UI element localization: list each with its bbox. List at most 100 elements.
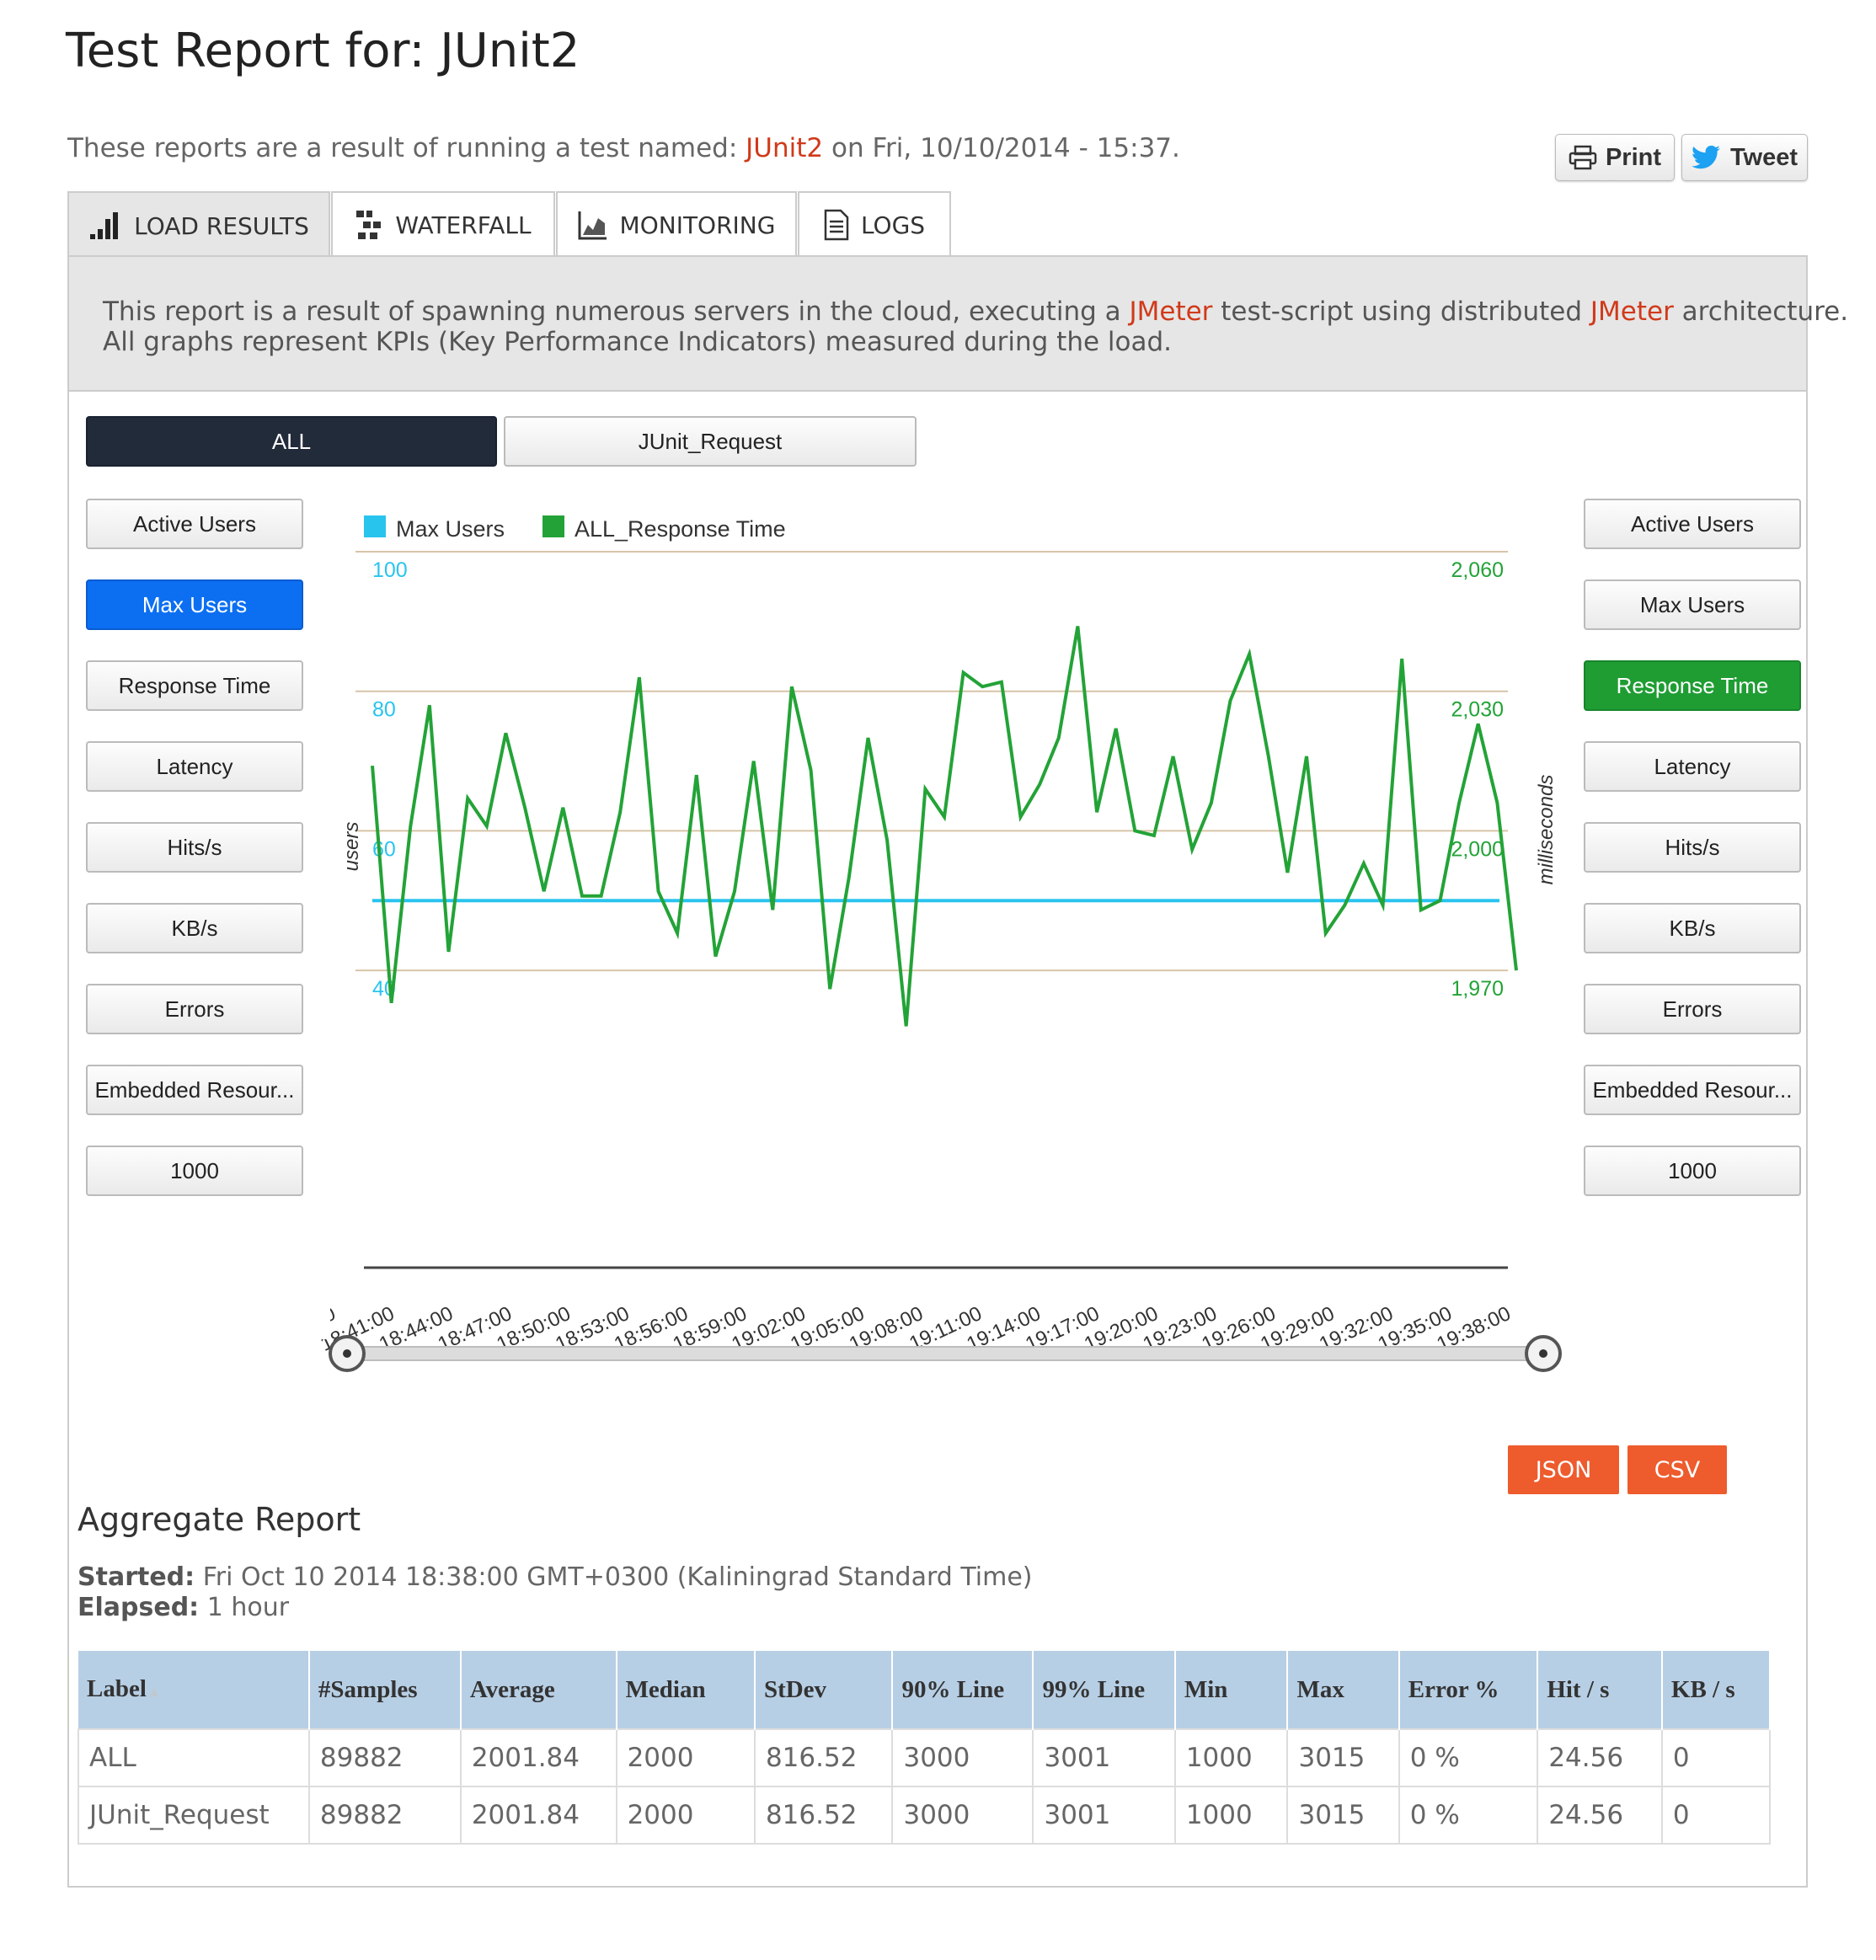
test-name-link[interactable]: JUnit2 bbox=[746, 133, 824, 163]
table-cell: 1000 bbox=[1173, 1728, 1289, 1787]
column-header[interactable]: Min bbox=[1174, 1651, 1289, 1729]
column-header[interactable]: Median bbox=[616, 1651, 756, 1729]
left-metric-latency[interactable]: Latency bbox=[86, 741, 303, 792]
table-row: ALL 89882 2001.84 2000 816.52 3000 3001 1000 301… bbox=[77, 1728, 1772, 1787]
table-cell: 89882 bbox=[307, 1786, 462, 1845]
table-cell: 0 % bbox=[1398, 1786, 1539, 1845]
legend-swatch-response-time bbox=[542, 515, 564, 537]
column-header[interactable]: KB / s bbox=[1661, 1651, 1772, 1729]
tab-logs[interactable]: LOGS bbox=[798, 191, 951, 257]
series-line-response-time[interactable] bbox=[371, 626, 1518, 1027]
tab-load-results[interactable]: LOAD RESULTS bbox=[67, 191, 330, 259]
column-header[interactable]: 90% Line bbox=[892, 1651, 1034, 1729]
right-metric-max-users[interactable]: Max Users bbox=[1584, 579, 1801, 630]
elapsed-value: 1 hour bbox=[206, 1593, 290, 1622]
right-axis-label: milliseconds bbox=[1535, 775, 1558, 885]
info-text: This report is a result of spawning nume… bbox=[103, 296, 1848, 357]
left-metric-1000[interactable]: 1000 bbox=[86, 1146, 303, 1196]
export-csv-button[interactable]: CSV bbox=[1627, 1445, 1727, 1494]
right-metric-hits[interactable]: Hits/s bbox=[1584, 822, 1801, 873]
time-range-slider[interactable] bbox=[329, 1335, 1562, 1372]
tab-label: WATERFALL bbox=[395, 211, 532, 239]
table-cell: 2000 bbox=[615, 1728, 756, 1787]
right-metric-kbs[interactable]: KB/s bbox=[1584, 903, 1801, 953]
chart-series bbox=[371, 626, 1518, 1027]
left-metric-active-users[interactable]: Active Users bbox=[86, 499, 303, 549]
tab-monitoring[interactable]: MONITORING bbox=[556, 191, 797, 257]
elapsed-line: Elapsed: 1 hour bbox=[77, 1593, 289, 1622]
right-metric-errors[interactable]: Errors bbox=[1584, 984, 1801, 1034]
table-cell: 24.56 bbox=[1537, 1728, 1663, 1787]
column-header[interactable]: Error % bbox=[1398, 1651, 1539, 1729]
printer-icon bbox=[1569, 145, 1597, 170]
left-axis-label: users bbox=[340, 822, 363, 872]
column-header[interactable]: Label ▴ bbox=[78, 1651, 310, 1729]
page-title: Test Report for: JUnit2 bbox=[66, 24, 580, 78]
right-tick-label: 2,000 bbox=[1451, 837, 1504, 861]
report-panel bbox=[67, 255, 1808, 1888]
chart-gridlines bbox=[355, 551, 1508, 972]
aggregate-report-title: Aggregate Report bbox=[77, 1501, 361, 1538]
left-metric-kbs[interactable]: KB/s bbox=[86, 903, 303, 953]
table-row: JUnit_Request 89882 2001.84 2000 816.52 3000 3… bbox=[77, 1786, 1772, 1845]
intro-prefix: These reports are a result of running a … bbox=[67, 133, 746, 163]
column-header[interactable]: 99% Line bbox=[1033, 1651, 1176, 1729]
table-cell: 0 bbox=[1660, 1728, 1772, 1787]
left-tick-label: 100 bbox=[372, 558, 408, 582]
table-cell: 3000 bbox=[891, 1728, 1034, 1787]
right-axis-ticks: 2,060 2,030 2,000 1,970 bbox=[1451, 558, 1504, 1001]
table-cell: 3015 bbox=[1286, 1728, 1400, 1787]
left-metric-embedded-resources[interactable]: Embedded Resour... bbox=[86, 1065, 303, 1115]
sort-arrow-icon: ▴ bbox=[146, 1682, 158, 1700]
document-icon bbox=[824, 209, 849, 241]
table-cell: 1000 bbox=[1173, 1786, 1289, 1845]
right-metric-latency[interactable]: Latency bbox=[1584, 741, 1801, 792]
right-tick-label: 2,060 bbox=[1451, 558, 1504, 582]
bar-chart-icon bbox=[90, 212, 119, 239]
slider-handle-dot-icon bbox=[1539, 1349, 1547, 1358]
started-value: Fri Oct 10 2014 18:38:00 GMT+0300 (Kalin… bbox=[202, 1562, 1033, 1592]
print-label: Print bbox=[1605, 143, 1662, 171]
table-cell: 0 bbox=[1660, 1786, 1772, 1845]
print-button[interactable]: Print bbox=[1555, 134, 1675, 181]
label-button-all[interactable]: ALL bbox=[86, 416, 497, 467]
tab-waterfall[interactable]: WATERFALL bbox=[331, 191, 555, 257]
twitter-bird-icon bbox=[1691, 145, 1720, 169]
info-line-2: All graphs represent KPIs (Key Performan… bbox=[103, 327, 1173, 357]
table-cell: 3015 bbox=[1286, 1786, 1400, 1845]
column-header[interactable]: Max bbox=[1287, 1651, 1400, 1729]
table-cell: 2000 bbox=[615, 1786, 756, 1845]
tab-label: LOAD RESULTS bbox=[134, 211, 309, 240]
slider-track[interactable] bbox=[346, 1346, 1544, 1361]
legend-swatch-max-users bbox=[364, 515, 386, 537]
table-header-row: Label ▴ #Samples Average Median StDev 90% Lin… bbox=[78, 1651, 1772, 1729]
label-button-junit-request[interactable]: JUnit_Request bbox=[504, 416, 917, 467]
table-cell: 3001 bbox=[1032, 1786, 1176, 1845]
left-metric-errors[interactable]: Errors bbox=[86, 984, 303, 1034]
legend-label-response-time[interactable]: ALL_Response Time bbox=[575, 516, 786, 542]
slider-handle-dot-icon bbox=[343, 1349, 351, 1358]
jmeter-link[interactable]: JMeter bbox=[1129, 296, 1213, 327]
tweet-button[interactable]: Tweet bbox=[1681, 134, 1808, 181]
right-metric-active-users[interactable]: Active Users bbox=[1584, 499, 1801, 549]
column-header[interactable]: Average bbox=[460, 1651, 617, 1729]
table-cell: 2001.84 bbox=[459, 1786, 617, 1845]
column-header[interactable]: #Samples bbox=[308, 1651, 462, 1729]
info-band bbox=[69, 257, 1806, 392]
column-header[interactable]: Hit / s bbox=[1537, 1651, 1663, 1729]
right-metric-embedded-resources[interactable]: Embedded Resour... bbox=[1584, 1065, 1801, 1115]
column-header[interactable]: StDev bbox=[754, 1651, 894, 1729]
right-metric-1000[interactable]: 1000 bbox=[1584, 1146, 1801, 1196]
left-metric-response-time[interactable]: Response Time bbox=[86, 660, 303, 711]
tab-label: LOGS bbox=[860, 211, 926, 239]
left-metric-max-users[interactable]: Max Users bbox=[86, 579, 303, 630]
legend-label-max-users[interactable]: Max Users bbox=[396, 516, 505, 542]
table-cell: 3001 bbox=[1032, 1728, 1176, 1787]
jmeter-link[interactable]: JMeter bbox=[1590, 296, 1674, 327]
left-metric-hits[interactable]: Hits/s bbox=[86, 822, 303, 873]
info-text-part: architecture. bbox=[1673, 296, 1849, 327]
export-json-button[interactable]: JSON bbox=[1508, 1445, 1619, 1494]
right-metric-response-time[interactable]: Response Time bbox=[1584, 660, 1801, 711]
